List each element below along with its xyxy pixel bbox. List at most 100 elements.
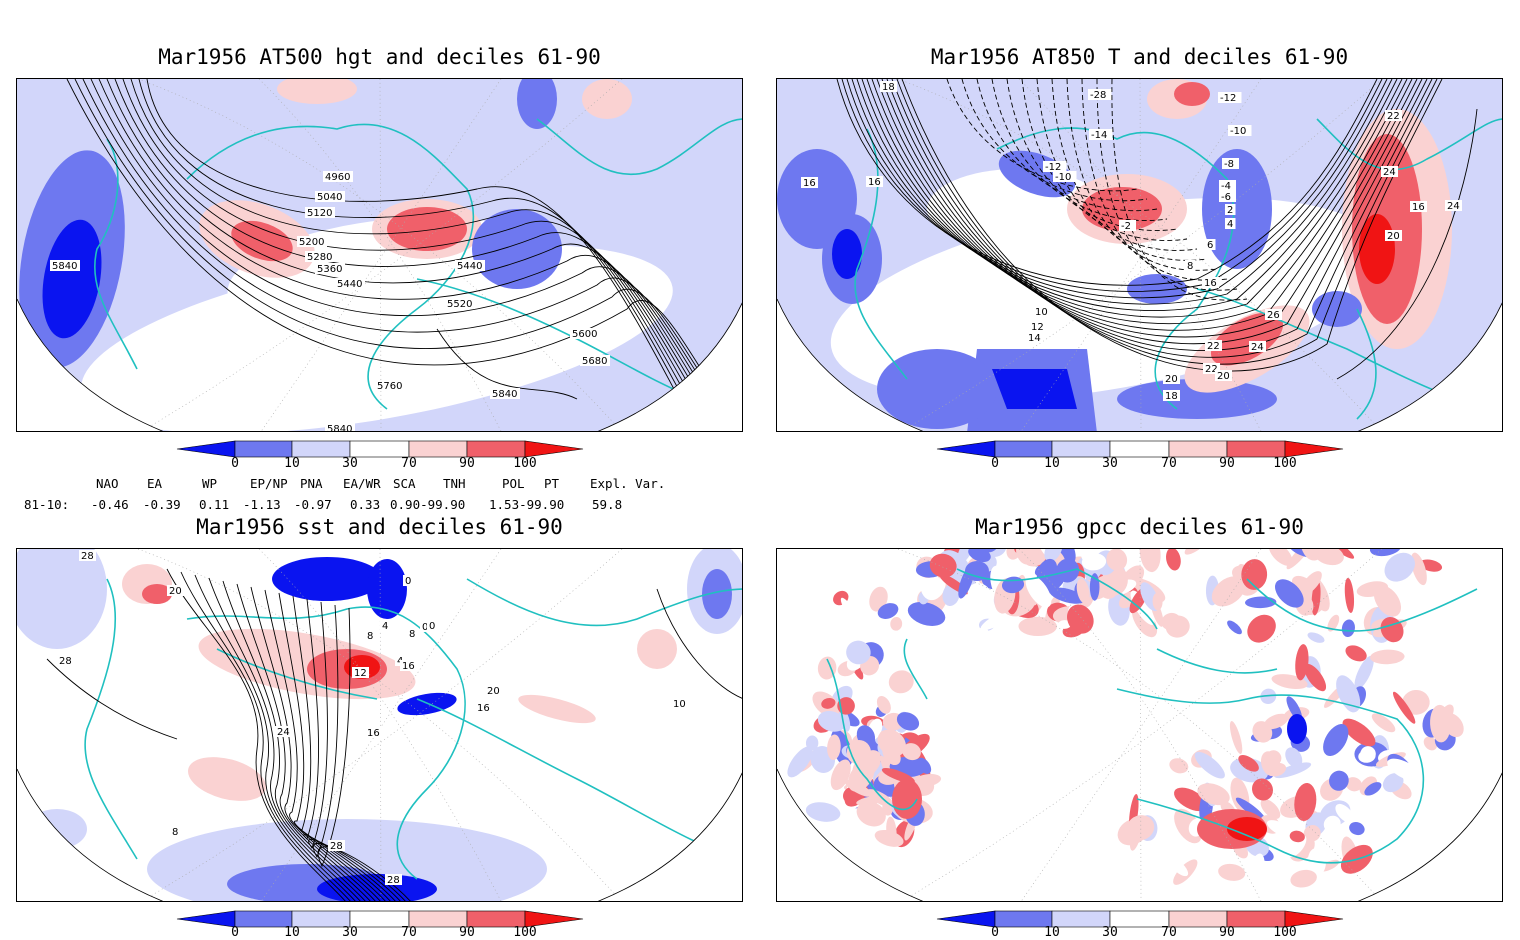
- decile-shading: [846, 640, 871, 665]
- decile-shading: [805, 802, 841, 822]
- contour-line: [866, 79, 1408, 325]
- svg-text:5680: 5680: [582, 356, 607, 367]
- panel-title-p3: Mar1956 sst and deciles 61-90: [196, 515, 563, 539]
- decile-shading: [856, 801, 886, 827]
- decile-shading: [1300, 571, 1322, 596]
- index-header-pna: PNA: [300, 476, 323, 491]
- decile-shading: [890, 617, 903, 631]
- decile-shading: [1076, 578, 1090, 604]
- svg-text:12: 12: [1031, 322, 1044, 333]
- decile-shading: [1234, 677, 1263, 706]
- decile-shading: [1161, 612, 1182, 631]
- decile-shading: [17, 549, 107, 649]
- svg-text:-10: -10: [1230, 126, 1246, 137]
- svg-text:24: 24: [277, 727, 290, 738]
- svg-text:5840: 5840: [492, 389, 517, 400]
- contour-line: [1051, 79, 1208, 261]
- decile-shading: [821, 697, 836, 709]
- coastline: [854, 118, 1502, 420]
- decile-shading: [637, 629, 677, 669]
- decile-shading: [1384, 552, 1415, 582]
- contour-label: 5600: [570, 328, 600, 340]
- contour-line: [1006, 79, 1178, 231]
- svg-text:0: 0: [422, 622, 428, 633]
- svg-text:-2: -2: [1121, 221, 1131, 232]
- colorbar-segment: [1109, 910, 1170, 928]
- decile-shading: [518, 694, 596, 724]
- decile-shading: [1057, 620, 1072, 629]
- contour-line: [90, 79, 732, 431]
- decile-shading: [1329, 770, 1349, 791]
- decile-shading: [367, 559, 407, 619]
- decile-shading: [1285, 747, 1303, 768]
- contour-line: [66, 79, 742, 428]
- decile-shading: [1387, 758, 1423, 782]
- colorbar-tick: 0: [231, 456, 239, 471]
- contour-label: -8: [1222, 158, 1239, 170]
- decile-shading: [1241, 559, 1268, 590]
- decile-shading: [1266, 750, 1282, 766]
- svg-text:5120: 5120: [307, 208, 332, 219]
- decile-shading: [1392, 691, 1416, 724]
- contour-label: 22: [1205, 340, 1222, 352]
- svg-text:28: 28: [387, 875, 400, 886]
- decile-shading: [827, 734, 841, 760]
- svg-text:6: 6: [1207, 240, 1213, 251]
- decile-shading: [916, 757, 932, 774]
- colorbar-p4: 0 10 30 70 90 100: [935, 910, 1345, 940]
- decile-shading: [1139, 549, 1161, 573]
- decile-shading: [861, 695, 878, 717]
- contour-label: 6: [1205, 239, 1216, 251]
- decile-shading: [1323, 549, 1355, 559]
- contour-label: 8: [365, 630, 376, 642]
- decile-shading: [1354, 655, 1374, 690]
- decile-shading: [1274, 762, 1312, 779]
- contour-label: 14: [1026, 332, 1043, 344]
- decile-shading: [1235, 797, 1266, 822]
- svg-text:16: 16: [803, 178, 816, 189]
- colorbar-tick: 10: [284, 456, 300, 471]
- svg-text:-14: -14: [1091, 130, 1107, 141]
- contour-label: 20: [1163, 373, 1180, 385]
- decile-shading: [1307, 632, 1325, 643]
- contour-line: [292, 595, 391, 901]
- svg-text:16: 16: [1204, 278, 1217, 289]
- contour-line: [236, 583, 371, 901]
- svg-text:16: 16: [868, 177, 881, 188]
- colorbar-arrow-high: [1284, 440, 1344, 458]
- contour-line: [841, 79, 1383, 292]
- decile-shading: [929, 553, 957, 578]
- svg-text:28: 28: [330, 841, 343, 852]
- contour-label: 5120: [305, 207, 335, 219]
- contour-label: 5680: [580, 355, 610, 367]
- colorbar-tick: 70: [401, 925, 417, 940]
- colorbar-arrow-low: [936, 440, 996, 458]
- index-value-ea: -0.39: [143, 497, 181, 512]
- decile-shading: [896, 712, 920, 731]
- contour-label: -10: [1053, 171, 1077, 183]
- svg-text:-8: -8: [1224, 159, 1234, 170]
- index-value-epnp: -1.13: [243, 497, 281, 512]
- contour-label: 5840: [325, 423, 355, 431]
- contour-label: 16: [866, 176, 883, 188]
- decile-shading: [1291, 680, 1316, 716]
- decile-shading: [272, 557, 382, 601]
- decile-shading: [1349, 821, 1365, 836]
- colorbar-segment: [349, 910, 410, 928]
- contour-label: 28: [328, 840, 345, 852]
- contour-label: 5040: [315, 191, 345, 203]
- contour-label: 10: [1033, 306, 1050, 318]
- index-header-tnh: TNH: [443, 476, 466, 491]
- colorbar-tick: 70: [1161, 456, 1177, 471]
- contour-line: [861, 79, 1403, 318]
- colorbar-arrow-low: [176, 910, 236, 928]
- decile-shading: [1370, 649, 1405, 665]
- svg-text:0: 0: [405, 576, 411, 587]
- svg-text:20: 20: [1165, 374, 1178, 385]
- contour-label: 5840: [50, 260, 80, 272]
- decile-shading: [877, 603, 899, 619]
- decile-shading: [1229, 721, 1243, 755]
- index-header-pol: POL: [502, 476, 525, 491]
- decile-shading: [892, 779, 922, 819]
- decile-shading: [1152, 592, 1163, 611]
